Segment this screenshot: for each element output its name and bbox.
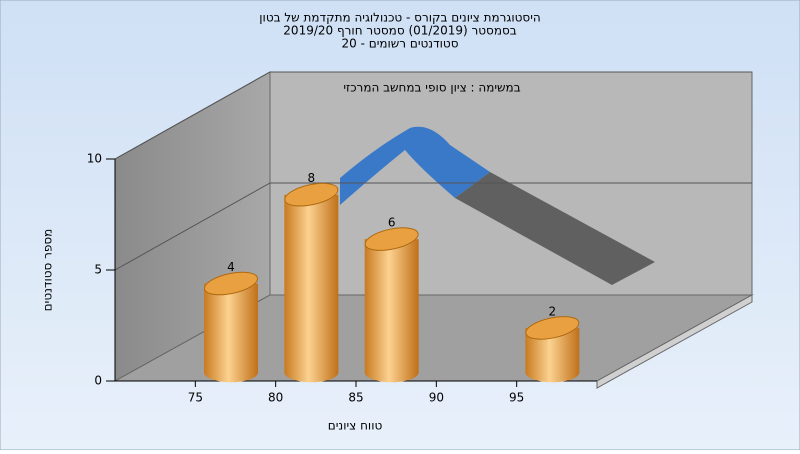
bar [204, 271, 258, 383]
data-label: 6 [388, 216, 396, 230]
curve-ribbon [340, 126, 490, 205]
y-axis-label: מספר סטודנטים [41, 229, 55, 312]
y-tick-label: 5 [94, 263, 102, 277]
bar-body [525, 327, 580, 383]
x-tick-label: 75 [188, 391, 203, 405]
x-tick-label: 80 [268, 391, 283, 405]
bar-body [204, 283, 258, 383]
data-label: 4 [227, 260, 235, 274]
annotation: במשימה : ציון סופי במחשב המרכזי [343, 81, 520, 95]
bar-top [364, 227, 419, 251]
grid-line [114, 71, 752, 160]
bar-top [204, 271, 258, 296]
title-line: היסטוגרמת ציונים בקורס - טכנולוגיה מתקדמ… [259, 11, 540, 25]
bar-body [364, 239, 419, 383]
y-tick-label: 0 [94, 374, 102, 388]
bar [284, 182, 339, 383]
bar-top [284, 182, 339, 207]
data-label: 2 [549, 304, 557, 318]
title: היסטוגרמת ציונים בקורס - טכנולוגיה מתקדמ… [259, 11, 540, 51]
floor-edge [596, 294, 753, 389]
x-tick-label: 85 [348, 391, 363, 405]
curve-ribbon-tail [455, 172, 655, 285]
bar-body [284, 194, 339, 383]
x-tick-label: 95 [509, 391, 524, 405]
title-line: סטודנטים רשומים - 20 [341, 37, 458, 51]
bar [525, 316, 580, 383]
grid-line [114, 182, 752, 271]
bar [364, 227, 419, 383]
bar-top [525, 316, 580, 340]
x-tick-label: 90 [429, 391, 444, 405]
x-axis-label: טווח ציונים [328, 419, 383, 433]
title-line: בסמסטר (01/2019) סמסטר חורף 2019/20 [283, 24, 516, 38]
data-label: 8 [308, 171, 316, 185]
y-tick-label: 10 [87, 152, 102, 166]
